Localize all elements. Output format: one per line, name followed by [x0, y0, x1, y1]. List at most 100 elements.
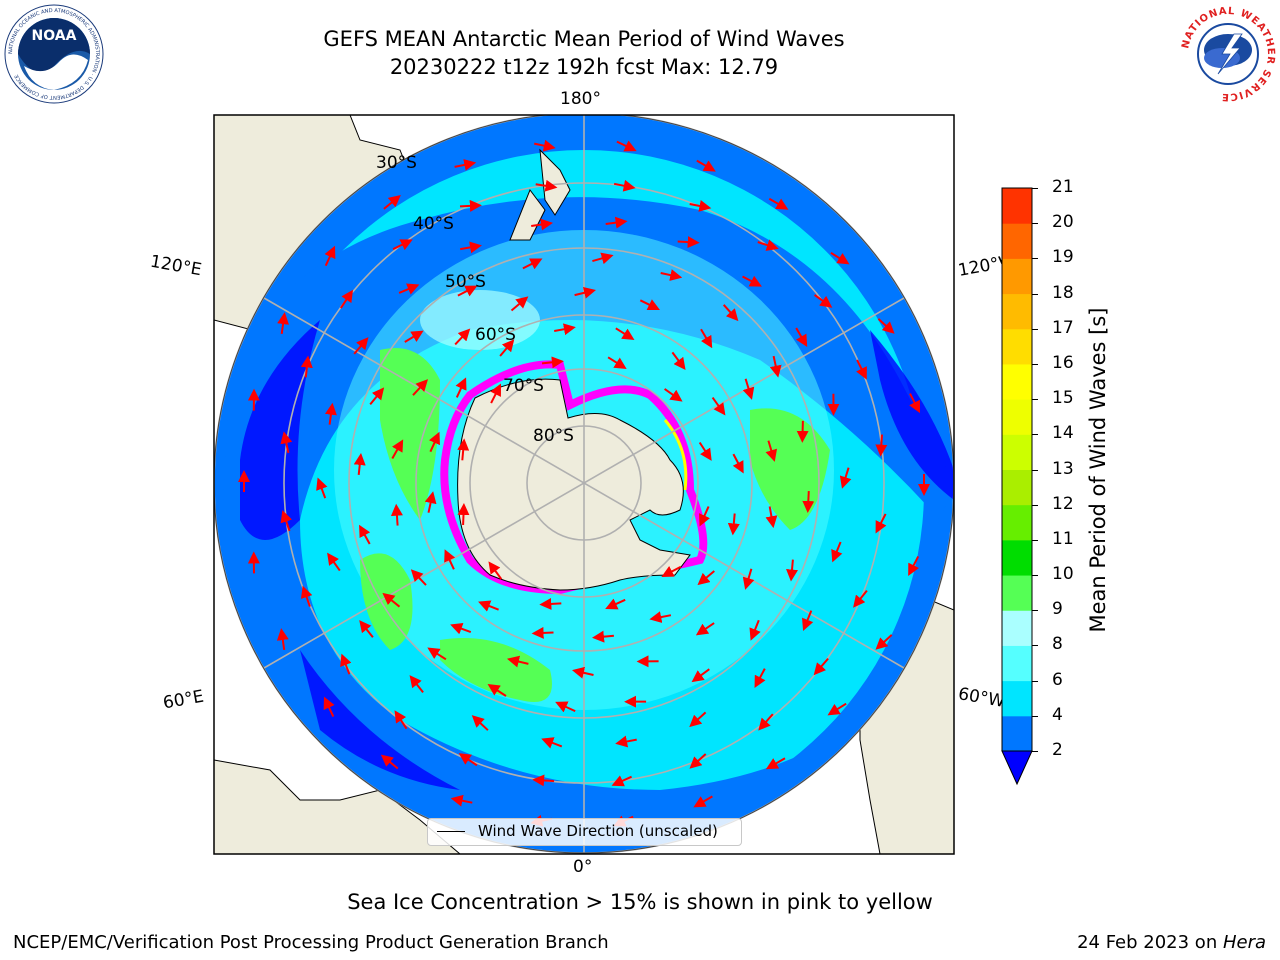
wind-wave-arrow	[460, 241, 482, 254]
wind-wave-arrow	[450, 623, 472, 635]
wind-wave-arrow	[827, 702, 847, 716]
nws-logo: NATIONAL WEATHER SERVICE	[1180, 6, 1276, 102]
wind-wave-arrow	[487, 684, 507, 697]
lat-label-60s: 60°S	[475, 325, 516, 345]
wind-wave-arrow	[732, 453, 744, 474]
colorbar-tick-label: 11	[1052, 528, 1074, 549]
wind-wave-arrow	[802, 610, 814, 632]
wind-wave-arrow	[323, 696, 335, 718]
wind-wave-arrow	[454, 159, 477, 171]
lat-label-30s: 30°S	[376, 153, 417, 173]
wind-wave-arrow	[478, 600, 499, 612]
wind-wave-arrow	[555, 701, 576, 713]
colorbar-tick-label: 8	[1052, 634, 1063, 655]
wind-wave-arrow	[875, 434, 888, 457]
colorbar-segment	[1002, 328, 1032, 365]
colorbar-tick-label: 18	[1052, 282, 1074, 303]
wind-wave-arrow	[522, 258, 543, 270]
wind-wave-arrow	[300, 585, 313, 607]
wind-wave-arrow	[795, 327, 808, 347]
wind-wave-arrow	[758, 713, 774, 731]
wind-wave-arrow	[813, 657, 829, 676]
wind-wave-arrow	[689, 200, 712, 212]
wind-wave-arrow	[839, 467, 852, 489]
wind-wave-arrow	[757, 239, 779, 251]
wind-wave-arrow	[490, 383, 502, 404]
wind-wave-arrow	[340, 653, 352, 675]
colorbar-tick-mark	[1032, 434, 1038, 436]
wind-wave-arrow	[444, 549, 456, 570]
wind-wave-arrow	[661, 565, 682, 577]
wind-wave-arrow	[697, 570, 715, 586]
colorbar-tick-label: 17	[1052, 317, 1074, 338]
wind-wave-arrow	[605, 216, 628, 229]
wind-wave-arrow	[410, 569, 427, 586]
wind-wave-arrow	[391, 439, 404, 459]
lon-label-0: 0°	[573, 857, 593, 877]
colorbar-segment	[1002, 715, 1032, 752]
wind-wave-arrow	[699, 506, 710, 527]
wind-wave-arrow	[427, 647, 447, 661]
wind-wave-arrow	[429, 431, 440, 453]
lon-label-180: 180°	[560, 89, 601, 109]
colorbar-segment	[1002, 258, 1032, 295]
colorbar-tick-label: 20	[1052, 212, 1074, 233]
wind-wave-arrow	[394, 710, 408, 730]
wind-wave-arrow	[691, 668, 710, 683]
wind-wave-arrow	[671, 351, 686, 370]
wind-wave-arrow	[616, 140, 637, 152]
footer-date-text: 24 Feb 2023 on	[1077, 932, 1223, 953]
colorbar-segment	[1002, 293, 1032, 330]
wind-wave-arrow	[510, 296, 529, 312]
wind-wave-arrow	[749, 619, 761, 641]
wind-wave-arrow	[664, 388, 683, 402]
colorbar-tick-label: 16	[1052, 352, 1074, 373]
wind-wave-arrow	[830, 251, 850, 265]
wind-wave-arrow	[660, 269, 683, 281]
wind-wave-arrow	[380, 754, 399, 770]
wind-wave-arrow	[605, 598, 626, 610]
colorbar-tick-mark	[1032, 575, 1038, 577]
wind-wave-arrow	[814, 294, 833, 308]
wind-wave-direction-arrows	[238, 139, 930, 827]
colorbar-tick-label: 21	[1052, 177, 1074, 197]
wind-wave-arrow	[398, 283, 420, 295]
wind-wave-arrow	[424, 491, 437, 513]
colorbar-segment	[1002, 469, 1032, 506]
wind-wave-arrow	[711, 397, 726, 416]
colorbar-segment	[1002, 504, 1032, 541]
wind-wave-arrow	[689, 753, 707, 769]
wind-wave-arrow	[742, 568, 755, 590]
wind-wave-arrow	[382, 592, 401, 608]
lat-label-70s: 70°S	[503, 376, 544, 396]
colorbar-segment	[1002, 645, 1032, 682]
wind-wave-arrow	[535, 179, 558, 192]
wind-wave-arrow	[554, 323, 576, 336]
wind-wave-arrow	[722, 304, 739, 322]
colorbar-tick-label: 2	[1052, 740, 1063, 760]
wind-wave-arrow	[359, 524, 371, 545]
colorbar-tick-mark	[1032, 645, 1038, 647]
wind-wave-arrow	[613, 179, 636, 192]
wind-wave-arrow	[324, 402, 337, 425]
colorbar	[1001, 187, 1033, 786]
colorbar-tick-label: 19	[1052, 247, 1074, 268]
wind-wave-arrow	[324, 245, 336, 267]
colorbar-segment	[1002, 363, 1032, 400]
wind-wave-arrow	[316, 477, 328, 499]
wind-wave-arrow	[327, 552, 341, 572]
wind-wave-arrow	[615, 735, 637, 748]
wind-wave-arrow	[908, 555, 920, 576]
wind-wave-arrow	[412, 379, 429, 396]
wind-wave-arrow	[457, 503, 470, 526]
map-title: GEFS MEAN Antarctic Mean Period of Wind …	[323, 27, 845, 51]
colorbar-segment	[1002, 434, 1032, 470]
footer-date: 24 Feb 2023 on Hera	[1077, 932, 1266, 953]
wind-wave-arrow	[677, 236, 700, 249]
wind-wave-arrow	[592, 252, 614, 265]
map-subtitle: 20230222 t12z 192h fcst Max: 12.79	[389, 55, 779, 79]
wind-wave-arrow	[392, 239, 413, 251]
noaa-logo-text: NOAA	[32, 28, 77, 44]
colorbar-tick-label: 14	[1052, 423, 1074, 444]
wind-wave-arrow	[353, 453, 366, 476]
